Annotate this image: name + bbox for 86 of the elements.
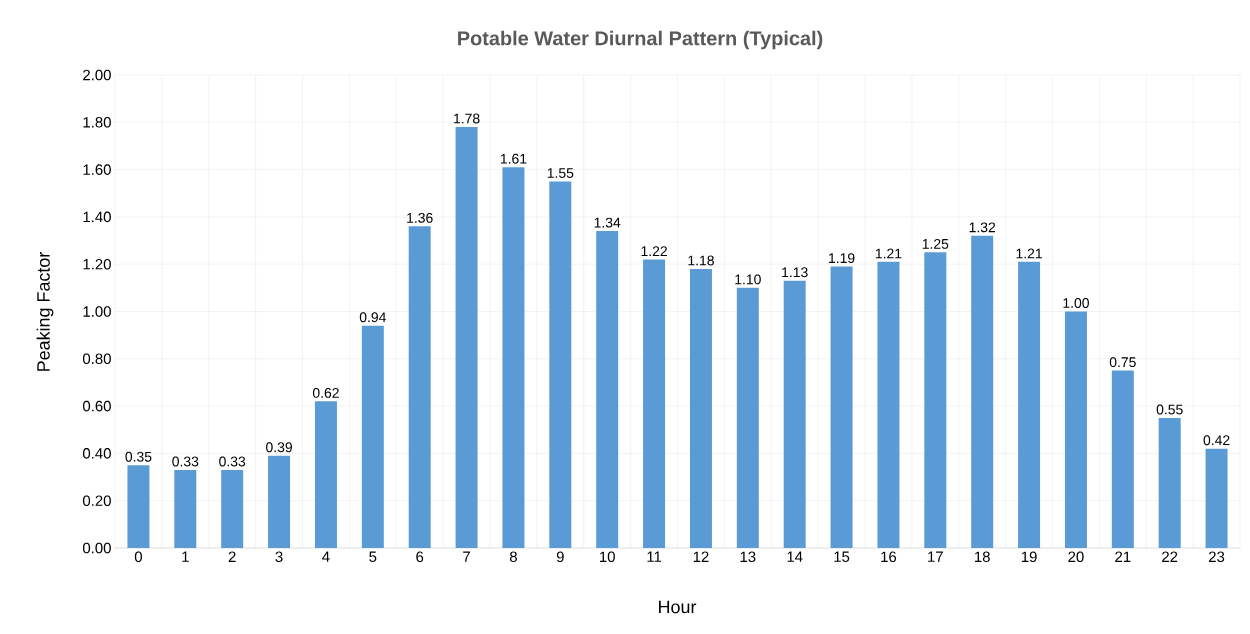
bar	[783, 280, 806, 548]
data-label: 1.18	[688, 255, 714, 266]
data-label: 1.36	[407, 212, 433, 223]
x-tick-label: 23	[1209, 551, 1225, 563]
bar	[830, 266, 853, 548]
x-tick-label: 18	[975, 551, 990, 563]
bar	[736, 287, 759, 548]
x-tick-label: 20	[1068, 551, 1084, 563]
y-tick-label: 0.80	[82, 353, 111, 365]
x-tick-label: 22	[1162, 551, 1178, 562]
bar	[127, 465, 150, 548]
y-tick-label: 0.40	[82, 448, 111, 459]
x-tick-label: 17	[928, 551, 943, 562]
x-tick-label: 16	[881, 551, 897, 563]
data-label: 1.61	[500, 153, 527, 164]
data-label: 1.00	[1063, 298, 1089, 308]
x-tick-label: 11	[647, 551, 662, 562]
x-tick-label: 12	[693, 551, 709, 562]
x-tick-label: 5	[369, 551, 377, 562]
data-label: 0.39	[266, 442, 292, 453]
bar	[502, 167, 525, 548]
data-label: 1.19	[829, 253, 855, 264]
x-tick-label: 3	[275, 551, 283, 563]
data-label: 1.78	[454, 113, 480, 124]
bar	[1111, 370, 1134, 548]
bar	[361, 325, 384, 548]
data-label: 1.10	[735, 274, 761, 285]
data-label: 0.33	[172, 456, 199, 467]
bar	[268, 455, 291, 548]
data-label: 0.35	[125, 451, 152, 462]
x-tick-label: 15	[834, 551, 850, 562]
data-label: 1.21	[1016, 248, 1042, 259]
data-label: 1.32	[969, 222, 996, 233]
x-tick-label: 7	[463, 551, 470, 562]
y-tick-label: 1.00	[83, 306, 111, 317]
y-tick-label: 2.00	[83, 69, 111, 81]
data-label: 1.34	[594, 217, 621, 228]
x-tick-label: 14	[787, 551, 803, 562]
data-label: 1.25	[922, 238, 949, 249]
x-tick-label: 13	[740, 551, 756, 563]
x-tick-label: 2	[228, 551, 236, 562]
x-axis-title: Hour	[659, 600, 697, 614]
y-tick-label: 0.00	[82, 542, 111, 554]
data-label: 0.62	[312, 387, 339, 398]
data-label: 1.55	[547, 168, 574, 178]
data-label: 1.22	[641, 246, 667, 256]
bar	[877, 261, 900, 548]
data-label: 1.13	[782, 267, 808, 278]
x-tick-label: 19	[1021, 551, 1037, 563]
data-label: 0.55	[1156, 404, 1183, 415]
x-tick-label: 6	[416, 551, 424, 563]
data-label: 0.94	[359, 312, 386, 323]
x-tick-label: 21	[1115, 551, 1131, 562]
y-tick-label: 0.60	[82, 400, 111, 412]
x-tick-label: 8	[509, 551, 517, 563]
x-tick-label: 1	[182, 551, 189, 562]
bar	[1158, 417, 1181, 548]
bar	[689, 268, 712, 548]
bar	[549, 181, 572, 548]
bar	[1064, 311, 1087, 548]
bar	[408, 226, 431, 548]
y-tick-label: 0.20	[82, 495, 111, 506]
chart-title: Potable Water Diurnal Pattern (Typical)	[458, 30, 823, 50]
y-tick-label: 1.80	[83, 117, 111, 128]
data-label: 0.75	[1109, 357, 1136, 368]
data-label: 0.33	[219, 456, 246, 467]
bar	[643, 259, 666, 548]
y-axis-title: Peaking Factor	[36, 252, 54, 371]
bar	[314, 401, 337, 548]
bar	[924, 252, 947, 548]
x-tick-label: 4	[322, 551, 330, 562]
bar	[971, 235, 994, 548]
bar	[455, 127, 478, 548]
bar	[1205, 448, 1228, 548]
x-tick-label: 0	[134, 551, 142, 563]
data-label: 0.42	[1203, 435, 1230, 446]
x-tick-label: 10	[600, 551, 615, 563]
bar	[221, 469, 244, 548]
bar	[174, 469, 197, 548]
y-tick-label: 1.20	[83, 258, 111, 270]
y-tick-label: 1.40	[83, 211, 111, 223]
bar	[1018, 261, 1041, 548]
y-tick-label: 1.60	[83, 164, 111, 175]
bar	[596, 231, 619, 548]
data-label: 1.21	[875, 248, 902, 259]
x-tick-label: 9	[556, 551, 564, 563]
